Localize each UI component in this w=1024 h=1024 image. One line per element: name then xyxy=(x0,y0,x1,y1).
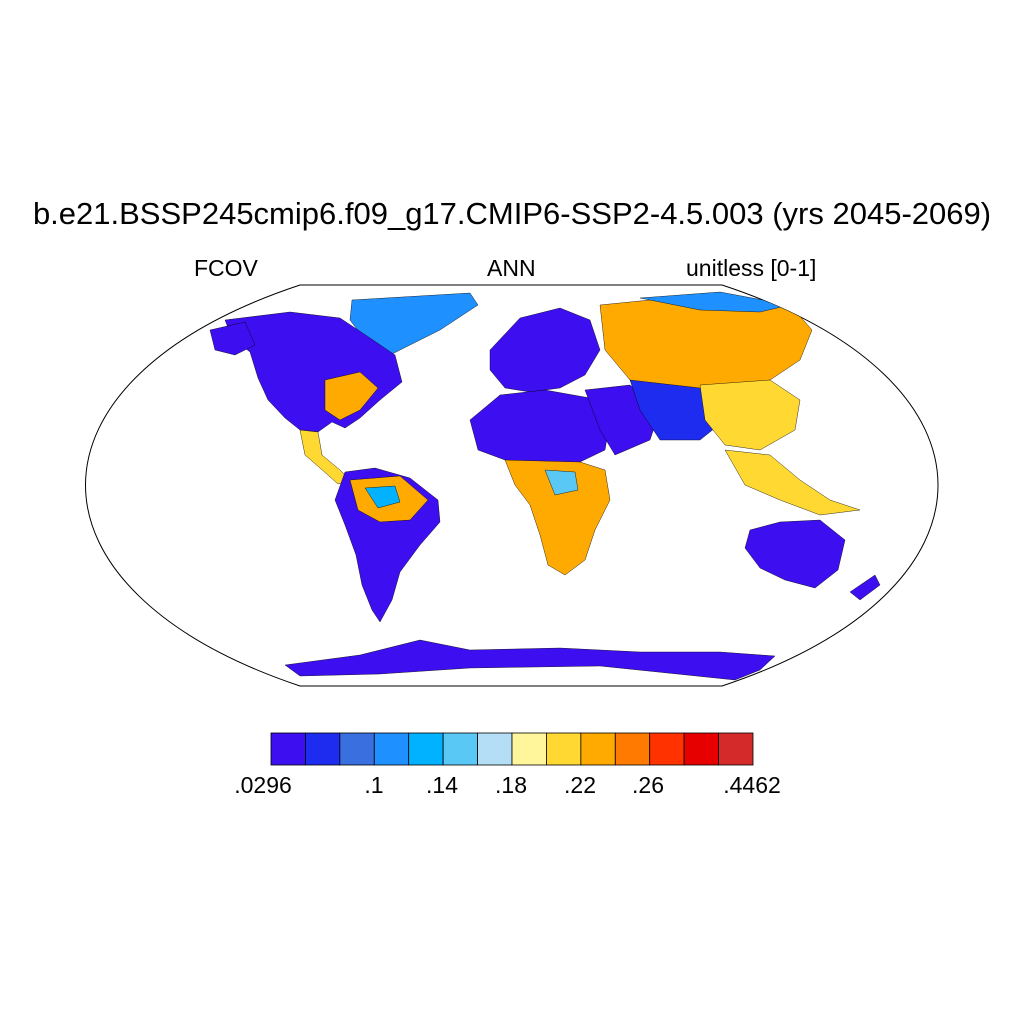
colorbar-swatch xyxy=(511,732,547,766)
region-antarctica xyxy=(284,639,776,681)
region-north-africa xyxy=(469,389,611,466)
region-eastern-north-america xyxy=(324,371,379,421)
colorbar-tick-4: .22 xyxy=(564,772,596,798)
region-amazon-core xyxy=(364,485,401,509)
region-africa-core xyxy=(544,469,579,496)
colorbar-swatch xyxy=(373,732,410,766)
colorbar-tick-2: .14 xyxy=(426,772,458,798)
region-central-africa xyxy=(504,459,611,576)
colorbar-swatch xyxy=(614,732,651,766)
colorbar-swatch xyxy=(442,732,478,766)
region-east-asia xyxy=(699,379,801,451)
colorbar-swatch xyxy=(477,732,513,766)
region-greenland xyxy=(349,292,479,356)
variable-label: FCOV xyxy=(194,255,258,281)
colorbar-swatch xyxy=(305,732,341,766)
units-label: unitless [0-1] xyxy=(686,255,817,281)
chart-title: b.e21.BSSP245cmip6.f09_g17.CMIP6-SSP2-4.… xyxy=(32,196,992,231)
colorbar-tick-6: .4462 xyxy=(723,772,781,798)
land-field xyxy=(209,291,881,681)
colorbar-swatch xyxy=(649,732,685,766)
colorbar-swatch xyxy=(339,732,375,766)
colorbar-swatch xyxy=(408,732,444,766)
colorbar-tick-5: .26 xyxy=(632,772,664,798)
season-label: ANN xyxy=(487,255,536,281)
colorbar-swatch xyxy=(580,732,616,766)
colorbar-swatch xyxy=(546,732,582,766)
region-alaska xyxy=(209,321,256,356)
region-new-zealand xyxy=(849,574,881,601)
region-arctic-russia xyxy=(639,291,791,313)
colorbar xyxy=(270,732,754,766)
colorbar-swatch xyxy=(683,732,719,766)
colorbar-tick-0: .0296 xyxy=(234,772,292,798)
region-europe xyxy=(489,307,601,393)
region-southeast-asia xyxy=(724,449,861,516)
region-australia xyxy=(744,519,846,589)
colorbar-swatch xyxy=(718,732,754,766)
colorbar-swatch xyxy=(270,732,306,766)
colorbar-tick-1: .1 xyxy=(364,772,384,798)
colorbar-tick-3: .18 xyxy=(495,772,527,798)
